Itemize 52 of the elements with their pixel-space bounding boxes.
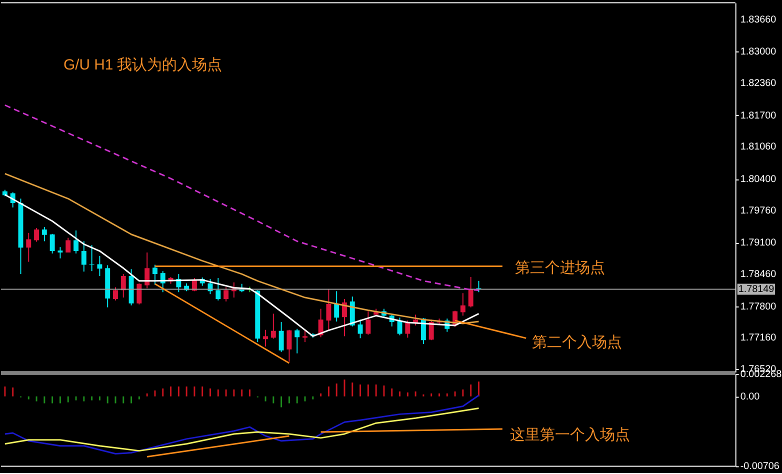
y-tick-label: 1.83000	[740, 46, 777, 58]
ref-line-label: 1.78149	[738, 284, 775, 296]
candlestick	[224, 286, 229, 302]
candlestick	[302, 330, 308, 343]
candlestick	[42, 226, 47, 242]
candlestick	[26, 232, 32, 262]
y-tick-label: 1.81060	[740, 142, 777, 153]
text: G/U H1 我认为的入场点	[64, 56, 222, 74]
candlestick	[270, 313, 276, 340]
y-tick-label: 1.83660	[740, 14, 777, 26]
candlestick	[460, 292, 466, 316]
annotation: 这里第一个入场点	[510, 426, 630, 444]
candlestick	[81, 240, 86, 272]
candlestick	[278, 322, 284, 352]
y-tick-label: 1.79760	[740, 205, 777, 216]
line-series	[4, 194, 480, 337]
candlestick	[152, 264, 158, 286]
candlestick	[476, 280, 482, 293]
candlestick	[136, 282, 142, 305]
annotation: 第三个进场点	[515, 260, 606, 277]
candlestick	[326, 288, 332, 331]
candlestick	[58, 246, 63, 259]
candlestick	[50, 233, 55, 254]
y-tick-label: 1.82360	[740, 78, 777, 90]
candlestick	[74, 230, 78, 254]
candlestick	[366, 310, 371, 336]
candlestick	[334, 290, 340, 322]
candlestick	[286, 329, 292, 362]
annotation: 第二个入场点	[532, 334, 622, 352]
candlestick	[34, 228, 40, 242]
candlestick	[66, 237, 71, 253]
candlestick	[120, 274, 126, 298]
candlestick	[144, 252, 150, 289]
candlestick	[216, 277, 221, 301]
y-tick-label: 1.80400	[740, 174, 777, 186]
candlestick	[405, 320, 410, 338]
line-series	[4, 408, 480, 452]
y-tick-label: 1.78460	[740, 269, 777, 280]
candlestick	[358, 319, 363, 339]
y-tick-label: 1.77160	[740, 332, 777, 344]
candlestick	[89, 244, 94, 272]
y-tick-label: 1.81700	[740, 110, 777, 122]
y-tick-label: 0.00	[740, 391, 760, 402]
line-series	[4, 394, 480, 455]
candlestick	[294, 328, 300, 354]
candlestick	[263, 329, 268, 347]
candlestick	[97, 255, 102, 276]
y-tick-label: 1.77800	[740, 301, 777, 312]
y-tick-label: 1.79100	[740, 238, 777, 249]
y-tick-label: -0.00706	[740, 461, 780, 472]
candlestick	[113, 286, 118, 301]
candlestick	[468, 276, 474, 308]
